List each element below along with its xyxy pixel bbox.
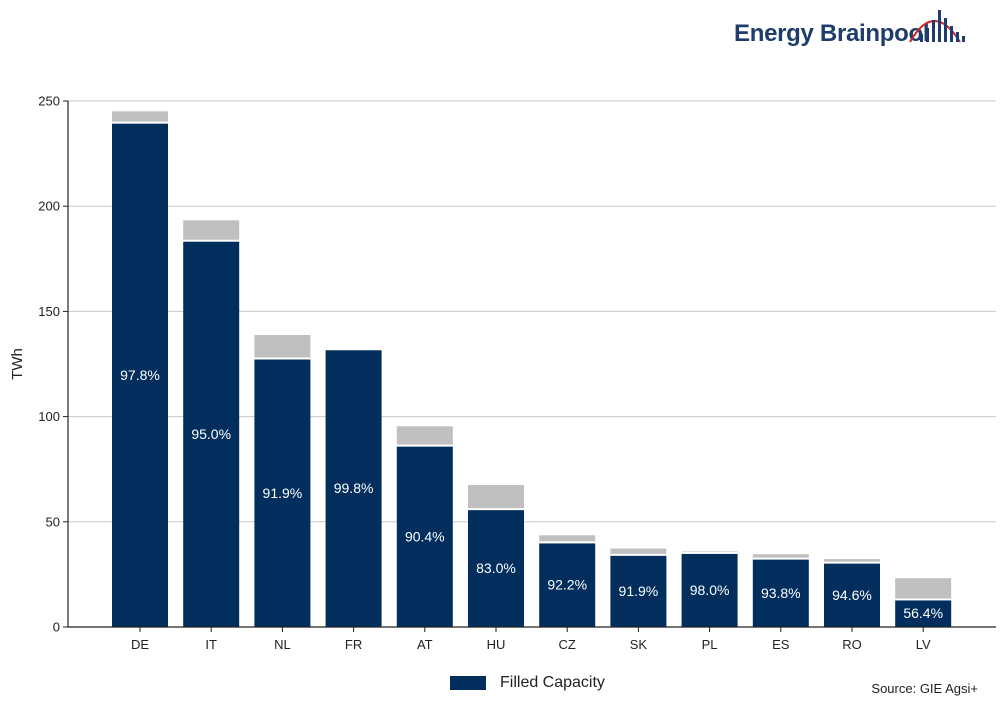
bar-group-ro: 94.6% bbox=[824, 559, 880, 627]
bar-filled-cz bbox=[539, 543, 596, 627]
brand-header: Energy Brainpool bbox=[730, 6, 1000, 50]
bar-group-lv: 56.4% bbox=[895, 578, 952, 627]
bar-filled-lv bbox=[895, 600, 952, 627]
bar-filled-fr bbox=[325, 350, 382, 627]
bar-filled-at bbox=[396, 446, 453, 627]
data-label: 83.0% bbox=[476, 560, 516, 576]
bar-group-sk: 91.9% bbox=[610, 548, 667, 627]
y-tick-label: 200 bbox=[38, 199, 60, 214]
bar-group-it: 95.0% bbox=[183, 220, 240, 627]
data-label: 93.8% bbox=[761, 585, 801, 601]
x-tick-label: SK bbox=[630, 637, 648, 652]
brand-logo-icon bbox=[909, 10, 965, 43]
bar-unfilled-de bbox=[112, 111, 168, 123]
y-tick-label: 0 bbox=[53, 620, 60, 635]
x-tick-label: PL bbox=[702, 637, 718, 652]
data-label: 94.6% bbox=[832, 587, 872, 603]
x-tick-label: ES bbox=[772, 637, 790, 652]
bar-group-pl: 98.0% bbox=[681, 551, 738, 627]
bar-filled-de bbox=[112, 123, 168, 627]
data-label: 92.2% bbox=[547, 577, 587, 593]
bar-group-at: 90.4% bbox=[396, 426, 453, 627]
y-axis-title: TWh bbox=[9, 348, 26, 380]
x-tick-label: CZ bbox=[559, 637, 576, 652]
data-label: 91.9% bbox=[263, 485, 303, 501]
brand-name: Energy Brainpool bbox=[734, 20, 930, 47]
bar-unfilled-ro bbox=[824, 559, 880, 563]
x-tick-label: LV bbox=[916, 637, 931, 652]
bar-group-cz: 92.2% bbox=[539, 535, 596, 627]
bar-unfilled-lv bbox=[895, 578, 952, 600]
bar-filled-pl bbox=[681, 553, 738, 627]
bar-filled-sk bbox=[610, 555, 667, 627]
y-tick-label: 100 bbox=[38, 409, 60, 424]
data-label: 56.4% bbox=[903, 605, 943, 621]
bar-group-nl: 91.9% bbox=[254, 334, 311, 627]
data-label: 91.9% bbox=[619, 583, 659, 599]
x-tick-label: DE bbox=[131, 637, 149, 652]
x-tick-label: FR bbox=[345, 637, 362, 652]
y-tick-label: 250 bbox=[38, 94, 60, 109]
bar-filled-es bbox=[752, 559, 809, 627]
bar-unfilled-hu bbox=[468, 484, 524, 510]
bar-unfilled-cz bbox=[539, 535, 596, 543]
bar-group-hu: 83.0% bbox=[468, 484, 524, 627]
bar-unfilled-it bbox=[183, 220, 240, 241]
bar-filled-it bbox=[183, 241, 240, 627]
bar-unfilled-es bbox=[752, 554, 809, 559]
x-tick-label: HU bbox=[487, 637, 506, 652]
bar-unfilled-sk bbox=[610, 548, 667, 555]
x-tick-label: NL bbox=[274, 637, 291, 652]
bars: 97.8% 95.0% 91.9% 99.8% 90.4% 83.0% 92.2% 91.9%… bbox=[112, 111, 952, 627]
y-tick-label: 150 bbox=[38, 304, 60, 319]
bar-group-fr: 99.8% bbox=[325, 348, 382, 627]
x-tick-label: IT bbox=[205, 637, 217, 652]
source-note: Source: GIE Agsi+ bbox=[871, 681, 978, 696]
data-label: 98.0% bbox=[690, 582, 730, 598]
bar-unfilled-nl bbox=[254, 334, 311, 359]
x-tick-label: AT bbox=[417, 637, 433, 652]
y-tick-label: 50 bbox=[46, 514, 60, 529]
data-label: 90.4% bbox=[405, 528, 445, 544]
axes: 0 50 100 150 200 250 DE IT NL FR AT HU CZ SK PL ES RO LV bbox=[38, 94, 996, 652]
bar-filled-hu bbox=[468, 510, 524, 627]
bar-filled-nl bbox=[254, 359, 311, 627]
bar-filled-ro bbox=[824, 563, 880, 627]
legend: Filled Capacity bbox=[450, 672, 605, 694]
legend-swatch-filled bbox=[450, 676, 486, 690]
data-label: 95.0% bbox=[191, 426, 231, 442]
x-tick-label: RO bbox=[842, 637, 862, 652]
legend-label-filled: Filled Capacity bbox=[500, 674, 605, 691]
bar-group-de: 97.8% bbox=[112, 111, 168, 627]
data-label: 97.8% bbox=[120, 367, 160, 383]
bar-unfilled-at bbox=[396, 426, 453, 446]
data-label: 99.8% bbox=[334, 480, 374, 496]
bar-group-es: 93.8% bbox=[752, 554, 809, 627]
